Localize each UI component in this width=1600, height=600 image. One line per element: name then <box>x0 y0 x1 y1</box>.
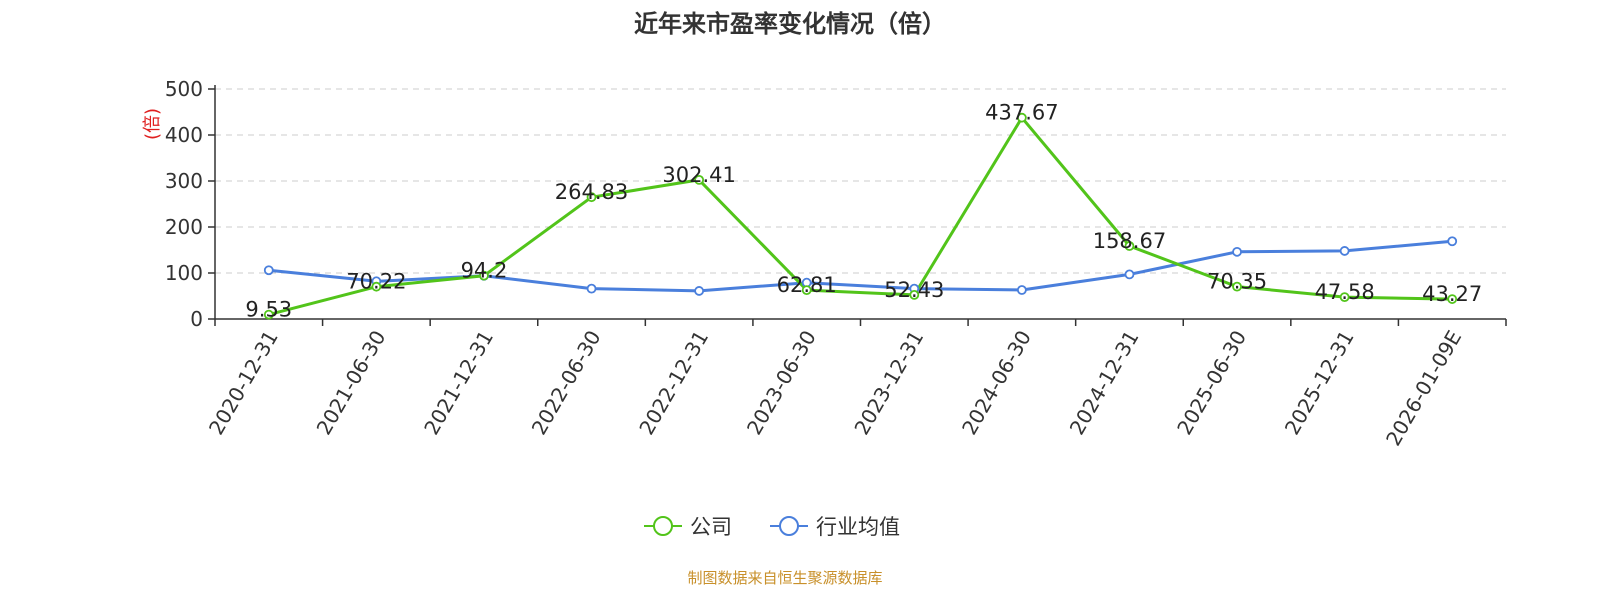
data-point-0-5[interactable] <box>801 285 812 296</box>
source-note: 制图数据来自恒生聚源数据库 <box>687 569 882 587</box>
data-point-0-0[interactable] <box>263 309 274 320</box>
data-label-6: 52.43 <box>884 278 944 302</box>
y-tick-label-100: 100 <box>165 261 203 285</box>
x-tick-label-11: 2026-01-09E <box>1381 326 1466 450</box>
legend[interactable]: 公司 行业均值 <box>644 515 900 539</box>
data-point-0-10[interactable] <box>1339 292 1350 303</box>
y-tick-label-0: 0 <box>190 307 203 331</box>
legend-item-1[interactable]: 行业均值 <box>770 515 900 539</box>
data-label-2: 94.2 <box>461 259 508 283</box>
data-label-7: 437.67 <box>985 101 1058 125</box>
data-label-8: 158.67 <box>1093 229 1166 253</box>
data-point-0-9[interactable] <box>1232 281 1242 292</box>
data-point-1-3[interactable] <box>586 283 597 294</box>
data-label-5: 62.81 <box>777 273 837 297</box>
axes <box>208 85 1507 326</box>
x-tick-label-10: 2025-12-31 <box>1280 326 1359 439</box>
y-tick-label-300: 300 <box>165 169 203 193</box>
y-tick-labels: 0 100 200 300 400 500 <box>165 77 203 331</box>
y-tick-label-500: 500 <box>165 77 203 101</box>
data-point-0-8[interactable] <box>1124 241 1135 251</box>
series-lines <box>268 116 1453 317</box>
x-tick-label-3: 2022-06-30 <box>527 326 606 439</box>
data-point-1-8[interactable] <box>1124 269 1135 280</box>
legend-label-0: 公司 <box>690 515 732 539</box>
data-point-1-10[interactable] <box>1339 246 1350 256</box>
data-point-1-4[interactable] <box>694 286 705 296</box>
data-point-1-7[interactable] <box>1016 285 1027 295</box>
legend-item-0[interactable]: 公司 <box>644 515 732 539</box>
data-point-0-11[interactable] <box>1447 294 1458 304</box>
data-point-0-4[interactable] <box>694 174 705 185</box>
data-point-1-11[interactable] <box>1447 236 1458 247</box>
data-label-0: 9.53 <box>245 298 292 322</box>
data-label-3: 264.83 <box>555 180 628 204</box>
y-axis-unit: (倍) <box>142 108 163 140</box>
series-line-0 <box>268 116 1453 317</box>
y-tick-label-400: 400 <box>165 123 203 147</box>
x-tick-label-5: 2023-06-30 <box>742 326 821 439</box>
data-labels: 9.53 70.22 94.2 264.83 302.41 62.81 52.43 437.6… <box>245 101 1482 322</box>
x-tick-label-7: 2024-06-30 <box>957 326 1036 439</box>
x-tick-label-8: 2024-12-31 <box>1065 326 1144 439</box>
x-tick-label-6: 2023-12-31 <box>849 326 928 439</box>
x-tick-label-1: 2021-06-30 <box>312 326 391 439</box>
data-label-10: 47.58 <box>1315 280 1375 304</box>
data-point-1-0[interactable] <box>263 265 274 276</box>
data-label-4: 302.41 <box>662 163 735 187</box>
x-tick-label-0: 2020-12-31 <box>204 326 283 439</box>
data-label-9: 70.35 <box>1207 270 1267 294</box>
series-line-1 <box>268 239 1453 293</box>
data-point-1-9[interactable] <box>1232 246 1242 257</box>
data-point-0-2[interactable] <box>479 270 489 281</box>
data-point-0-6[interactable] <box>909 289 920 300</box>
data-label-11: 43.27 <box>1422 282 1482 306</box>
series-points <box>263 112 1458 320</box>
y-tick-label-200: 200 <box>165 215 203 239</box>
data-point-0-3[interactable] <box>586 192 597 203</box>
x-tick-labels: 2020-12-31 2021-06-30 2021-12-31 2022-06-30… <box>204 326 1466 450</box>
grid-lines <box>215 88 1506 274</box>
x-tick-label-4: 2022-12-31 <box>634 326 713 439</box>
legend-marker-0 <box>653 516 673 536</box>
legend-label-1: 行业均值 <box>816 515 900 539</box>
x-tick-label-9: 2025-06-30 <box>1172 326 1251 439</box>
legend-marker-1 <box>779 516 799 536</box>
data-point-0-7[interactable] <box>1016 112 1027 123</box>
data-point-0-1[interactable] <box>371 281 382 292</box>
chart-title: 近年来市盈率变化情况（倍） <box>634 10 946 38</box>
x-tick-label-2: 2021-12-31 <box>419 326 498 439</box>
data-label-1: 70.22 <box>346 270 406 294</box>
